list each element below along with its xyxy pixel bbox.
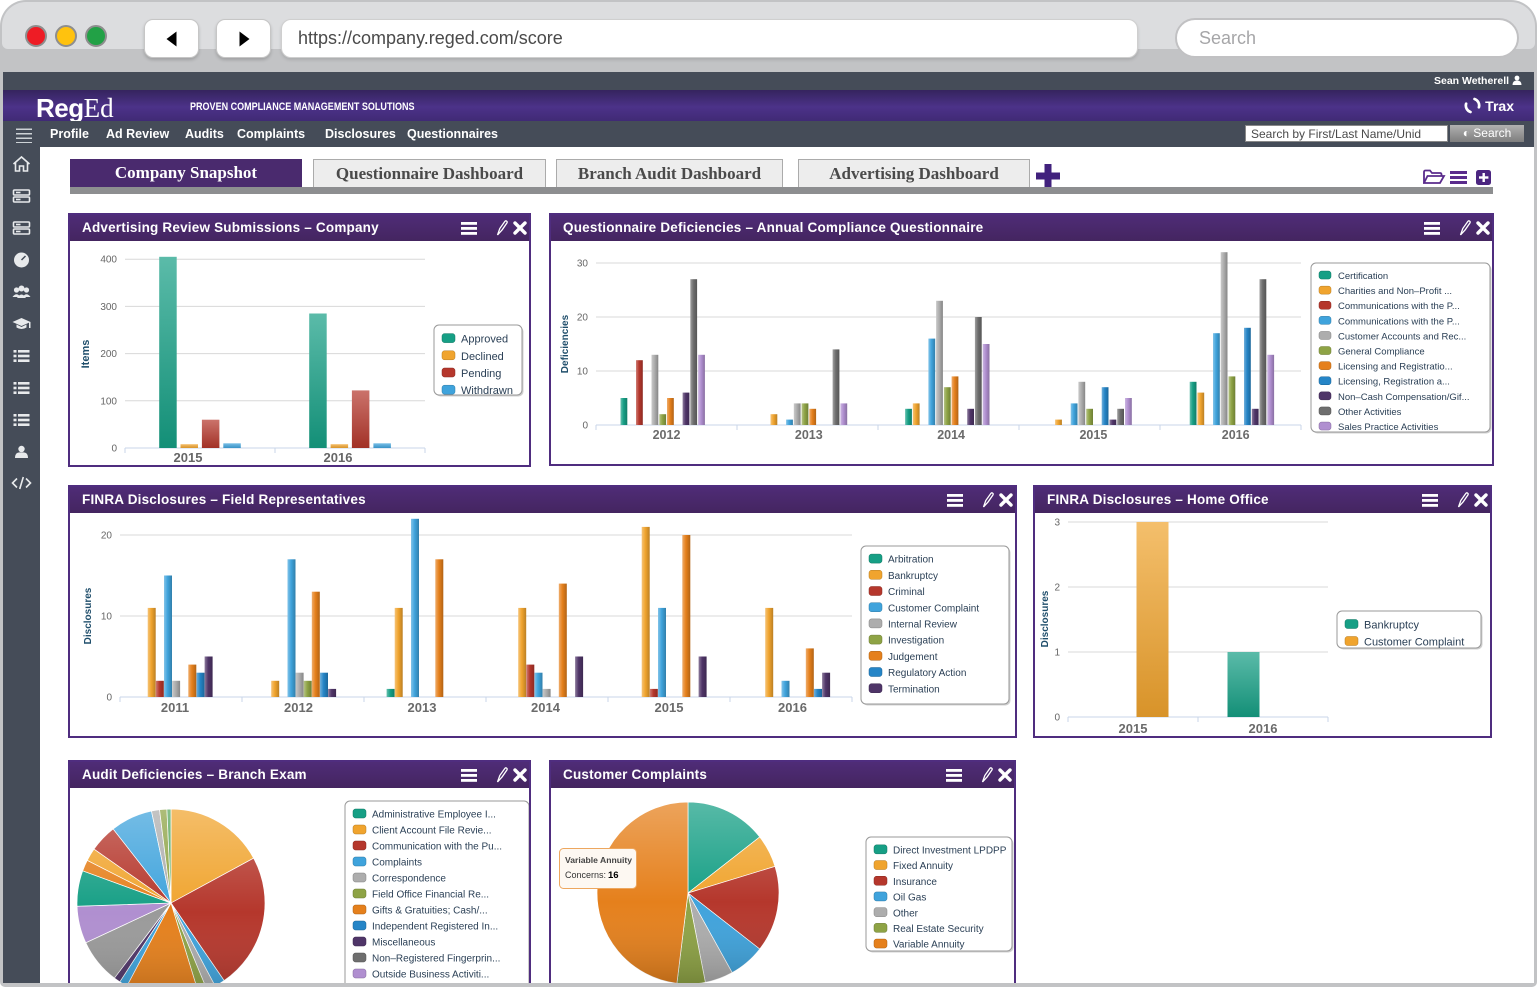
svg-text:Variable Annuity: Variable Annuity <box>565 855 632 865</box>
svg-text:2016: 2016 <box>1222 428 1250 442</box>
svg-text:20: 20 <box>577 313 589 324</box>
svg-text:Non–Cash Compensation/Gif...: Non–Cash Compensation/Gif... <box>1338 392 1469 403</box>
svg-text:Independent Registered In...: Independent Registered In... <box>372 922 498 933</box>
svg-text:Insurance: Insurance <box>893 877 937 888</box>
svg-text:Administrative Employee I...: Administrative Employee I... <box>372 810 496 821</box>
svg-text:Gifts & Gratuities; Cash/...: Gifts & Gratuities; Cash/... <box>372 906 488 917</box>
svg-text:Direct Investment LPDPP: Direct Investment LPDPP <box>893 845 1007 856</box>
svg-text:2012: 2012 <box>653 428 681 442</box>
svg-text:Correspondence: Correspondence <box>372 874 446 885</box>
svg-text:0: 0 <box>582 421 588 432</box>
svg-text:2016: 2016 <box>778 700 807 715</box>
svg-text:2012: 2012 <box>284 700 313 715</box>
svg-text:Outside Business Activiti...: Outside Business Activiti... <box>372 970 489 981</box>
svg-text:Certification: Certification <box>1338 271 1388 282</box>
svg-text:20: 20 <box>101 531 113 542</box>
svg-text:400: 400 <box>100 255 117 266</box>
svg-text:Customer Complaint: Customer Complaint <box>888 603 979 614</box>
svg-text:Oil Gas: Oil Gas <box>893 893 926 904</box>
svg-text:2013: 2013 <box>408 700 437 715</box>
svg-text:2015: 2015 <box>1079 428 1107 442</box>
svg-text:Bankruptcy: Bankruptcy <box>888 571 938 582</box>
svg-text:Licensing and Registratio...: Licensing and Registratio... <box>1338 362 1453 373</box>
svg-text:2016: 2016 <box>1249 721 1278 736</box>
svg-text:Fixed Annuity: Fixed Annuity <box>893 861 953 872</box>
svg-text:Charities and Non–Profit ...: Charities and Non–Profit ... <box>1338 286 1452 297</box>
svg-text:Declined: Declined <box>461 351 504 363</box>
svg-text:30: 30 <box>577 259 589 270</box>
svg-text:2015: 2015 <box>174 450 203 465</box>
svg-text:Deficiencies: Deficiencies <box>560 314 571 373</box>
svg-text:2014: 2014 <box>937 428 965 442</box>
svg-text:Real Estate Security: Real Estate Security <box>893 924 984 935</box>
svg-text:2016: 2016 <box>324 450 353 465</box>
svg-text:Communications with the P...: Communications with the P... <box>1338 316 1460 327</box>
svg-text:Disclosures: Disclosures <box>83 587 94 644</box>
svg-text:General Compliance: General Compliance <box>1338 346 1425 357</box>
svg-text:Judgement: Judgement <box>888 652 938 663</box>
svg-text:2011: 2011 <box>161 700 189 715</box>
svg-text:3: 3 <box>1054 518 1060 529</box>
svg-text:10: 10 <box>101 612 113 623</box>
svg-text:2: 2 <box>1054 583 1060 594</box>
svg-text:2014: 2014 <box>531 700 561 715</box>
svg-text:Internal Review: Internal Review <box>888 620 958 631</box>
svg-text:Investigation: Investigation <box>888 636 944 647</box>
svg-text:200: 200 <box>100 349 117 360</box>
svg-text:Criminal: Criminal <box>888 587 925 598</box>
svg-text:Regulatory Action: Regulatory Action <box>888 668 966 679</box>
svg-text:2015: 2015 <box>655 700 684 715</box>
svg-text:Variable Annuity: Variable Annuity <box>893 940 965 951</box>
svg-text:Sales Practice Activities: Sales Practice Activities <box>1338 422 1439 433</box>
svg-text:Other Activities: Other Activities <box>1338 407 1402 418</box>
svg-text:Items: Items <box>80 340 92 369</box>
svg-text:Arbitration: Arbitration <box>888 555 934 566</box>
svg-text:Bankruptcy: Bankruptcy <box>1364 619 1420 631</box>
svg-text:2015: 2015 <box>1119 721 1148 736</box>
svg-text:Other: Other <box>893 908 919 919</box>
svg-text:2013: 2013 <box>795 428 823 442</box>
svg-text:Communication with the Pu...: Communication with the Pu... <box>372 842 502 853</box>
svg-text:0: 0 <box>106 693 112 704</box>
svg-text:Client Account File Revie...: Client Account File Revie... <box>372 826 492 837</box>
svg-text:Customer Complaint: Customer Complaint <box>1364 636 1464 648</box>
svg-text:Pending: Pending <box>461 368 501 380</box>
svg-text:Concerns:: Concerns: <box>565 870 606 880</box>
svg-text:Licensing, Registration a...: Licensing, Registration a... <box>1338 377 1450 388</box>
svg-text:Communications with the P...: Communications with the P... <box>1338 301 1460 312</box>
svg-text:Termination: Termination <box>888 684 940 695</box>
svg-text:300: 300 <box>100 302 117 313</box>
svg-text:100: 100 <box>100 396 117 407</box>
svg-text:Approved: Approved <box>461 334 508 346</box>
svg-text:10: 10 <box>577 367 589 378</box>
svg-text:0: 0 <box>1054 713 1060 724</box>
svg-text:1: 1 <box>1054 648 1060 659</box>
svg-text:Non–Registered Fingerprin...: Non–Registered Fingerprin... <box>372 954 500 965</box>
svg-text:16: 16 <box>608 870 619 881</box>
svg-text:Withdrawn: Withdrawn <box>461 385 513 397</box>
svg-text:Field Office Financial Re...: Field Office Financial Re... <box>372 890 489 901</box>
svg-text:Complaints: Complaints <box>372 858 422 869</box>
svg-text:Miscellaneous: Miscellaneous <box>372 938 435 949</box>
svg-text:Customer Accounts and Rec...: Customer Accounts and Rec... <box>1338 331 1466 342</box>
svg-text:0: 0 <box>111 444 117 455</box>
svg-text:Disclosures: Disclosures <box>1040 590 1051 647</box>
